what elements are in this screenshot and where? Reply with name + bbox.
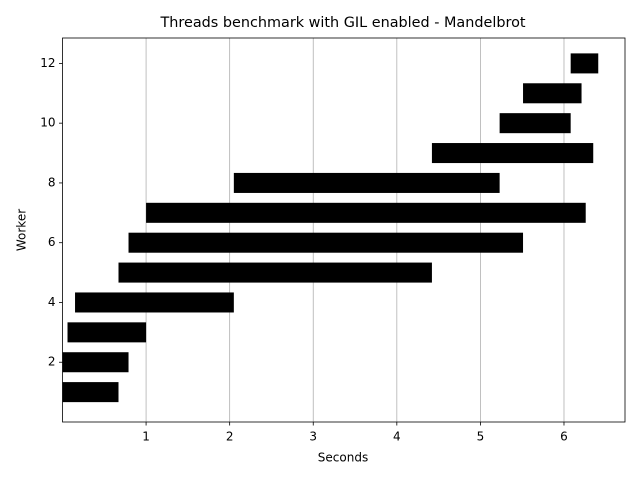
bar	[128, 232, 524, 253]
x-tick-label: 1	[142, 430, 150, 444]
x-tick-label: 4	[393, 430, 401, 444]
bar	[431, 143, 594, 164]
bar	[118, 262, 432, 283]
bar	[67, 322, 147, 343]
x-tick-label: 6	[560, 430, 568, 444]
y-tick-label: 6	[48, 235, 56, 249]
x-axis-label: Seconds	[318, 451, 368, 465]
bar	[523, 83, 582, 104]
bar	[62, 382, 119, 403]
bar	[570, 53, 599, 74]
y-tick-label: 10	[40, 116, 55, 130]
bar	[233, 172, 500, 193]
y-tick-label: 12	[40, 56, 55, 70]
bar	[62, 352, 129, 373]
bar	[75, 292, 234, 313]
bar	[146, 202, 586, 223]
x-tick-label: 5	[477, 430, 485, 444]
plot-frame	[62, 37, 626, 423]
y-tick-label: 4	[48, 295, 56, 309]
x-tick-label: 2	[226, 430, 234, 444]
x-tick-label: 3	[309, 430, 317, 444]
chart-title: Threads benchmark with GIL enabled - Man…	[159, 15, 525, 31]
y-axis-label: Worker	[15, 209, 29, 251]
y-tick-label: 2	[48, 355, 56, 369]
y-tick-label: 8	[48, 175, 56, 189]
bar	[499, 113, 571, 134]
